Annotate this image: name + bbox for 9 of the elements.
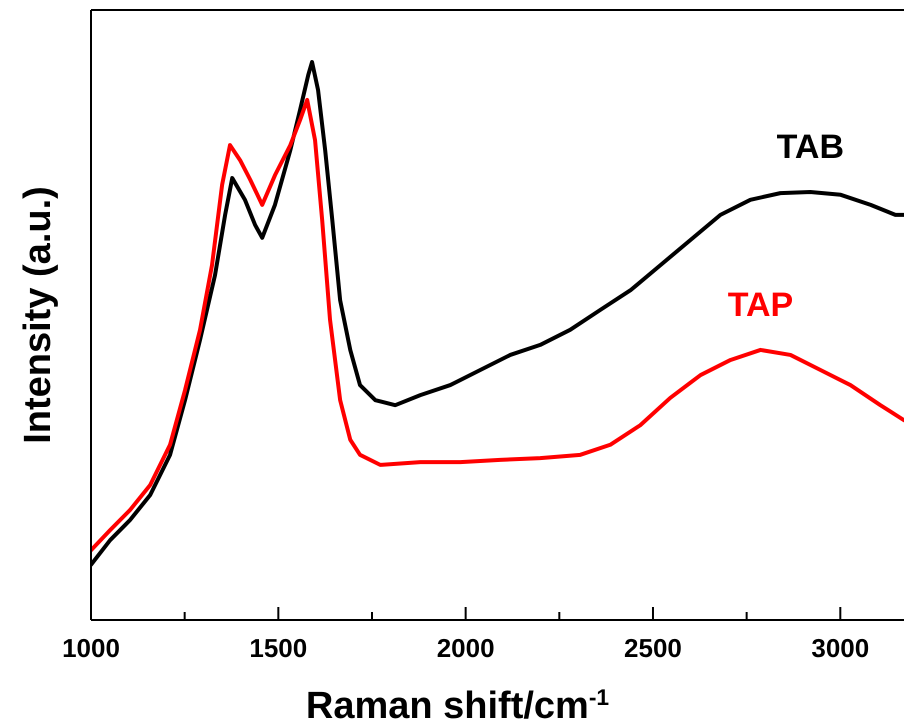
x-tick-label: 2000 bbox=[436, 633, 495, 663]
x-axis-title: Raman shift/cm$^{-1}$ bbox=[306, 684, 610, 724]
series-label: TAP bbox=[728, 286, 794, 324]
x-tick-label: 2500 bbox=[624, 633, 682, 663]
series-label: TAB bbox=[776, 128, 844, 166]
x-tick-label: 1500 bbox=[249, 633, 308, 663]
x-tick-label: 3000 bbox=[811, 633, 870, 663]
y-axis-title: Intensity (a.u.) bbox=[17, 186, 59, 444]
x-tick-label: 1000 bbox=[62, 633, 120, 663]
